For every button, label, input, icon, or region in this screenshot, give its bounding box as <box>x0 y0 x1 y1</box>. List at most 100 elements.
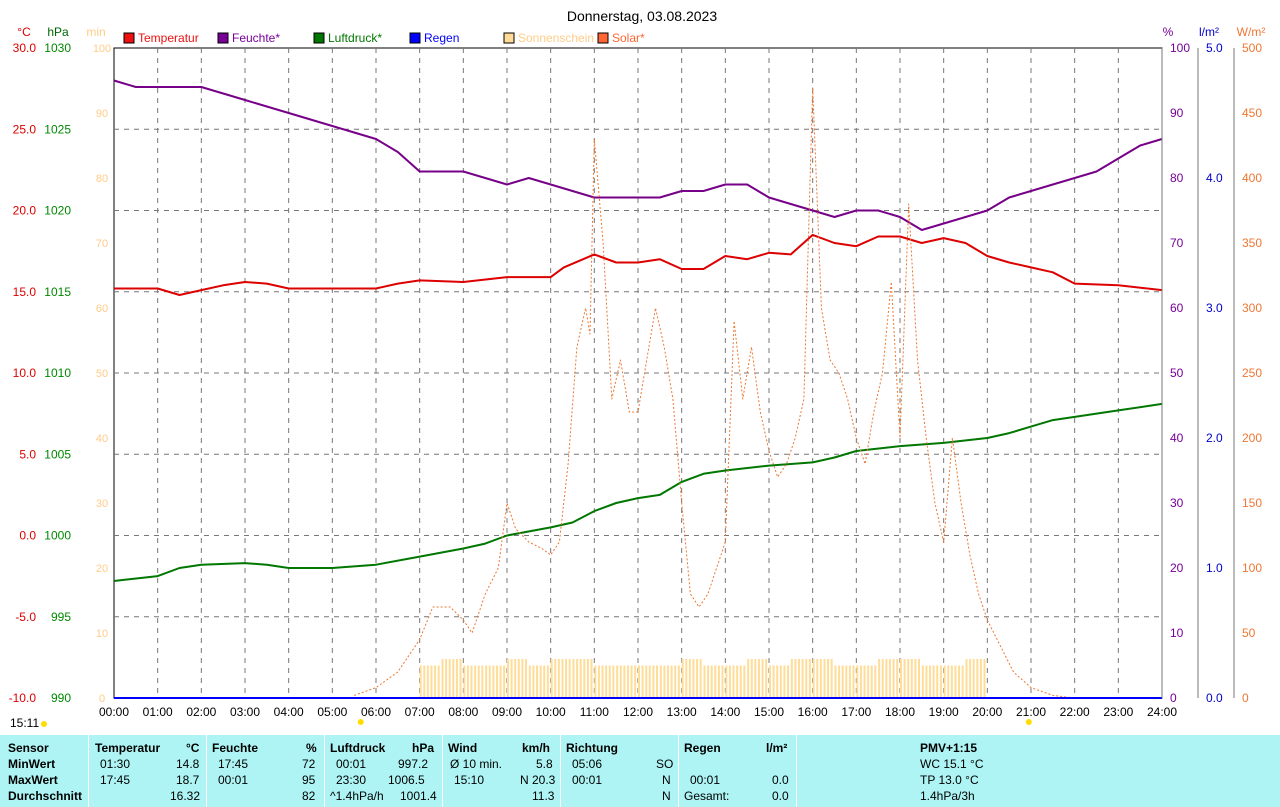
sunshine-bar <box>685 659 688 698</box>
sunshine-bar <box>546 665 549 698</box>
sunshine-bar <box>677 665 680 698</box>
press-tick-label: 1005 <box>44 447 71 461</box>
solar-tick-label: 400 <box>1242 171 1262 185</box>
sunshine-bar <box>710 665 713 698</box>
press-tick-label: 990 <box>51 691 71 705</box>
sunshine-bar <box>459 659 462 698</box>
sunshine-bar <box>521 659 524 698</box>
solar-tick-label: 50 <box>1242 626 1256 640</box>
x-tick-label: 05:00 <box>317 705 347 719</box>
temp-tick-label: -10.0 <box>9 691 37 705</box>
rain-tick-label: 3.0 <box>1206 301 1223 315</box>
hum-unit-label: % <box>1163 25 1174 39</box>
rain-tick-label: 5.0 <box>1206 41 1223 55</box>
temp-tick-label: 0.0 <box>19 529 36 543</box>
solar-unit-label: W/m² <box>1237 25 1266 39</box>
sunshine-bar <box>787 665 789 698</box>
legend-swatch <box>217 32 229 44</box>
sunshine-bar <box>576 659 579 698</box>
press-tick-label: 1010 <box>44 366 71 380</box>
sunshine-bar <box>736 665 739 698</box>
sun-tick-label: 0 <box>99 693 105 705</box>
legend-swatch <box>123 32 135 44</box>
sunshine-bar <box>874 665 877 698</box>
x-tick-label: 04:00 <box>274 705 304 719</box>
hum-tick-label: 30 <box>1170 496 1184 510</box>
sunshine-bar <box>554 659 557 698</box>
header-wind: Wind <box>448 741 478 755</box>
avg-wind-val: 11.3 <box>532 789 555 803</box>
sun-tick-label: 30 <box>96 498 108 510</box>
hum-tick-label: 0 <box>1170 691 1177 705</box>
sunshine-bar <box>470 665 473 698</box>
x-tick-label: 15:00 <box>754 705 784 719</box>
avg-dir-val: N <box>662 789 671 803</box>
min-press-time: 00:01 <box>336 757 367 771</box>
avg-pmv: 1.4hPa/3h <box>920 789 975 803</box>
press-tick-label: 1015 <box>44 285 71 299</box>
sunshine-bar <box>703 665 706 698</box>
min-temp-time: 01:30 <box>100 757 131 771</box>
solar-tick-label: 300 <box>1242 301 1262 315</box>
x-tick-label: 20:00 <box>972 705 1002 719</box>
sunshine-bar <box>765 659 768 698</box>
sunshine-bar <box>481 665 484 698</box>
sunshine-bar <box>517 659 520 698</box>
press-unit-label: hPa <box>47 25 69 39</box>
header-hum-unit: % <box>306 741 317 755</box>
rain-tick-label: 0.0 <box>1206 691 1223 705</box>
max-dir-val: N <box>662 773 671 787</box>
sunshine-bar <box>885 659 888 698</box>
temp-tick-label: 30.0 <box>13 41 37 55</box>
avg-press-val: 1001.4 <box>400 789 437 803</box>
sunshine-bar <box>798 659 801 698</box>
sunshine-bar <box>739 665 742 698</box>
sunshine-bar <box>772 665 775 698</box>
sunshine-bar <box>983 659 986 698</box>
press-tick-label: 1020 <box>44 204 71 218</box>
sunshine-bar <box>659 665 662 698</box>
legend-swatch <box>313 32 325 44</box>
sunshine-bar <box>943 665 946 698</box>
avg-hum-val: 82 <box>302 789 316 803</box>
sunshine-bar <box>605 665 608 698</box>
sunshine-bar <box>674 665 677 698</box>
series-solar-line <box>354 86 1075 699</box>
sun-tick-label: 70 <box>96 238 108 250</box>
header-press-unit: hPa <box>412 741 435 755</box>
sunshine-bar <box>852 665 855 698</box>
sunshine-bar <box>455 659 458 698</box>
sunshine-bar <box>979 659 982 698</box>
sunshine-bar <box>754 659 757 698</box>
sunshine-bar <box>976 659 979 698</box>
x-tick-label: 19:00 <box>929 705 959 719</box>
sunshine-bar <box>638 665 640 698</box>
series-feuchte-line <box>113 79 1163 231</box>
legend: Temperatur Feuchte* Luftdruck* Regen Sonnens… <box>123 31 645 45</box>
x-tick-label: 09:00 <box>492 705 522 719</box>
solar-tick-label: 250 <box>1242 366 1262 380</box>
sunshine-bar <box>747 659 750 698</box>
x-tick-label: 00:00 <box>99 705 129 719</box>
sunshine-bar <box>528 665 531 698</box>
sun-tick-label: 40 <box>96 433 108 445</box>
sun-unit-label: min <box>86 25 105 39</box>
hum-tick-label: 60 <box>1170 301 1184 315</box>
sunshine-bar <box>907 659 910 698</box>
sunshine-bar <box>630 665 633 698</box>
temp-tick-label: 20.0 <box>13 204 37 218</box>
sunshine-bar <box>539 665 542 698</box>
max-temp-val: 18.7 <box>176 773 200 787</box>
hum-tick-label: 40 <box>1170 431 1184 445</box>
header-temp: Temperatur <box>95 741 161 755</box>
x-tick-label: 17:00 <box>841 705 871 719</box>
sunshine-bar <box>903 659 906 698</box>
sunshine-bar <box>783 665 786 698</box>
sunshine-bar <box>776 665 779 698</box>
sunshine-bar <box>616 665 619 698</box>
sunshine-bar <box>918 659 920 698</box>
rain-unit-label: l/m² <box>1199 25 1219 39</box>
sunshine-bar <box>550 659 553 698</box>
sunshine-bar <box>823 659 826 698</box>
max-rain-val: 0.0 <box>772 773 789 787</box>
